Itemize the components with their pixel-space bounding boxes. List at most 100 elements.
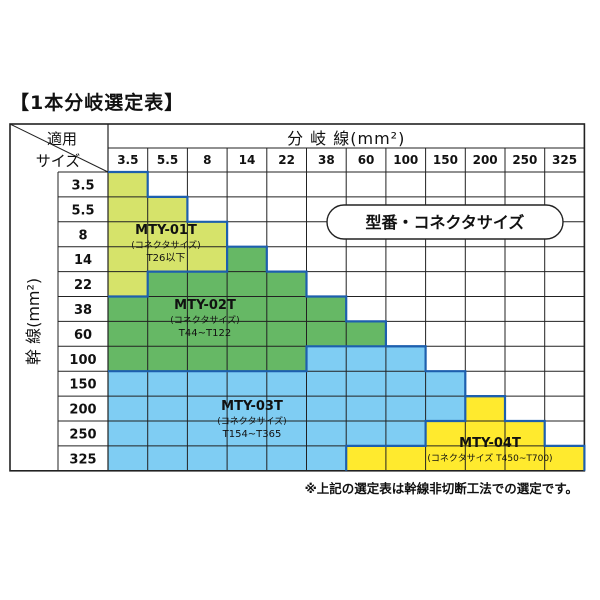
cell-fill	[346, 421, 387, 447]
cell-fill	[187, 321, 228, 347]
branch-size-label: 14	[239, 153, 256, 167]
cell-fill	[306, 321, 347, 347]
cell-fill	[346, 346, 387, 372]
cell-fill	[108, 421, 148, 447]
cell-fill	[306, 371, 347, 397]
cell-fill	[385, 421, 426, 447]
cell-fill	[147, 246, 188, 272]
model-labels: 型番・コネクタサイズMTY-01T(コネクタサイズ)T26以下MTY-02T(コ…	[131, 204, 564, 464]
cell-fill	[465, 445, 506, 472]
cell-fill	[346, 396, 387, 422]
cell-fill	[147, 371, 188, 397]
trunk-size-label: 60	[74, 328, 92, 343]
table-cells	[10, 124, 585, 472]
branch-size-label: 100	[393, 153, 418, 167]
cell-fill	[346, 321, 387, 347]
cell-fill	[147, 421, 188, 447]
cell-fill	[266, 445, 307, 472]
branch-size-label: 3.5	[117, 153, 138, 167]
trunk-header: 幹 線(mm²)	[24, 278, 43, 365]
corner-bottom-label: サイズ	[36, 152, 81, 170]
cell-fill	[108, 221, 148, 247]
cell-fill	[187, 246, 228, 272]
corner-diagonal	[9, 123, 109, 173]
cell-fill	[465, 421, 506, 447]
branch-header: 分 岐 線(mm²)	[287, 129, 405, 148]
cell-fill	[227, 246, 268, 272]
footnote: ※上記の選定表は幹線非切断工法での選定です。	[304, 481, 578, 496]
cell-fill	[266, 421, 307, 447]
cell-fill	[108, 196, 148, 223]
trunk-size-label: 325	[69, 452, 96, 467]
model-connector-label: (コネクタサイズ)	[217, 415, 286, 427]
cell-fill	[147, 221, 188, 247]
cell-fill	[227, 346, 268, 372]
table-grid	[9, 123, 586, 472]
model-connector-label: (コネクタサイズ)	[131, 239, 200, 251]
cell-fill	[266, 321, 307, 347]
cell-fill	[187, 371, 228, 397]
model-borders	[108, 170, 586, 471]
cell-fill	[147, 445, 188, 472]
cell-fill	[385, 346, 426, 372]
cell-fill	[227, 371, 268, 397]
model-connector-range: T44~T122	[178, 328, 231, 339]
cell-fill	[147, 396, 188, 422]
cell-fill	[425, 371, 466, 397]
cell-fill	[227, 445, 268, 472]
cell-fill	[306, 346, 347, 372]
cell-fill	[187, 421, 228, 447]
cell-fill	[227, 321, 268, 347]
cell-fill	[187, 271, 228, 297]
cell-fill	[227, 421, 268, 447]
table-outer-border	[9, 123, 586, 472]
cell-fill	[108, 321, 148, 347]
cell-fill	[187, 296, 228, 322]
branch-size-label: 325	[552, 153, 577, 167]
cell-fill	[306, 445, 347, 472]
model-name: MTY-03T	[221, 399, 283, 414]
model-name: MTY-01T	[135, 223, 197, 238]
cell-fill	[385, 371, 426, 397]
staircase-outline	[108, 170, 586, 471]
cell-fill	[505, 421, 545, 447]
cell-fill	[306, 421, 347, 447]
cell-fill	[108, 246, 148, 272]
model-connector-range: T26以下	[146, 253, 186, 264]
branch-size-label: 8	[203, 153, 211, 167]
trunk-size-label: 3.5	[71, 178, 94, 193]
model-boundary	[345, 395, 505, 471]
cell-fill	[346, 445, 387, 472]
model-connector-label: (コネクタサイズ T450~T700)	[427, 452, 552, 464]
trunk-size-label: 150	[69, 378, 96, 393]
cell-fill	[187, 445, 228, 472]
trunk-size-label: 38	[74, 303, 92, 318]
cell-fill	[465, 396, 506, 422]
branch-size-label: 200	[473, 153, 498, 167]
model-boundary	[108, 246, 229, 298]
corner-top-label: 適用	[47, 130, 77, 148]
cell-fill	[385, 396, 426, 422]
cell-fill	[425, 396, 466, 422]
cell-fill	[266, 371, 307, 397]
cell-fill	[266, 346, 307, 372]
cell-fill	[306, 296, 347, 322]
page-title: 【1本分岐選定表】	[10, 92, 185, 114]
cell-fill	[108, 271, 148, 297]
cell-fill	[425, 421, 466, 447]
trunk-size-label: 5.5	[71, 203, 94, 218]
legend-label: 型番・コネクタサイズ	[366, 213, 525, 232]
trunk-size-label: 14	[74, 253, 92, 268]
cell-fill	[108, 396, 148, 422]
cell-fill	[108, 371, 148, 397]
cell-fill	[108, 346, 148, 372]
branch-size-label: 60	[358, 153, 375, 167]
trunk-size-label: 22	[74, 278, 92, 293]
cell-fill	[306, 396, 347, 422]
model-name: MTY-02T	[174, 298, 236, 313]
trunk-size-label: 250	[69, 427, 96, 442]
cell-fill	[187, 221, 228, 247]
cell-fill	[147, 271, 188, 297]
trunk-size-label: 100	[69, 353, 96, 368]
